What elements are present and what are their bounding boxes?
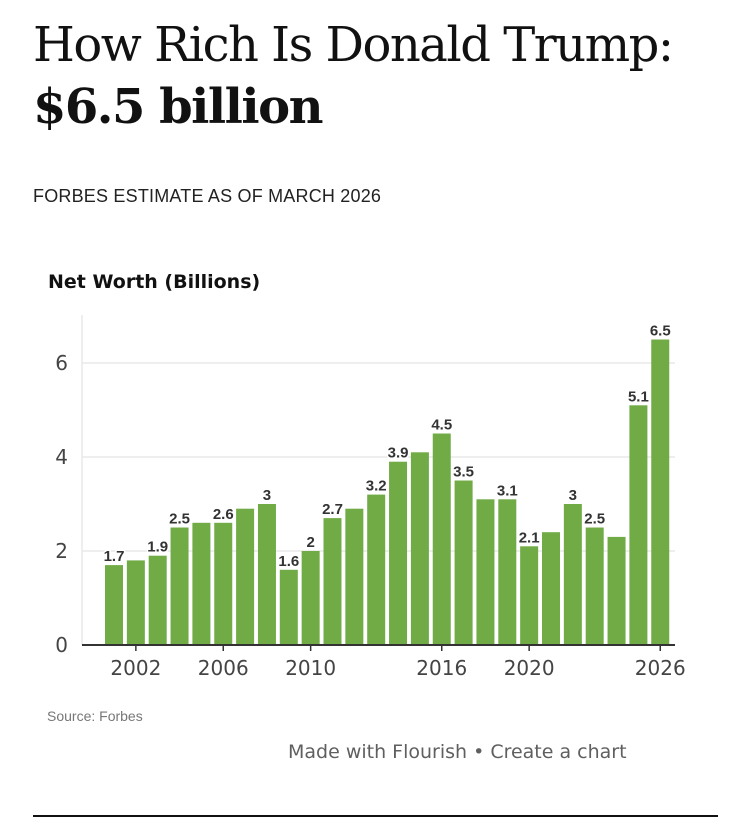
title-main: How Rich Is Donald Trump: (33, 17, 674, 73)
bottom-rule (33, 815, 718, 817)
bar-2026 (651, 339, 670, 645)
y-axis-title: Net Worth (Billions) (48, 271, 260, 293)
bar-2018 (476, 499, 495, 645)
data-label-2019: 3.1 (497, 482, 518, 499)
bar-2011 (323, 518, 342, 645)
data-label-2010: 2 (306, 534, 314, 551)
y-tick-label: 6 (55, 351, 68, 375)
bar-2009 (279, 569, 298, 645)
data-label-2006: 2.6 (213, 506, 234, 523)
bar-2003 (148, 555, 167, 645)
data-label-2017: 3.5 (453, 464, 474, 481)
made-with-flourish-link[interactable]: Made with Flourish (288, 741, 468, 763)
title-amount: $6.5 billion (33, 79, 324, 135)
bar-2001 (105, 565, 123, 645)
bar-2008 (257, 504, 276, 645)
bar-2004 (170, 527, 189, 645)
data-label-2023: 2.5 (584, 511, 605, 528)
data-label-2022: 3 (569, 487, 577, 504)
bar-2007 (236, 508, 255, 645)
x-tick-label: 2006 (198, 656, 249, 680)
x-tick-label: 2020 (504, 656, 555, 680)
bar-2019 (498, 499, 517, 645)
data-label-2009: 1.6 (278, 553, 299, 570)
data-label-2020: 2.1 (519, 529, 540, 546)
data-label-2008: 3 (263, 487, 271, 504)
bar-2002 (126, 560, 145, 645)
create-chart-link[interactable]: Create a chart (490, 741, 627, 763)
bar-2024 (607, 536, 626, 645)
bar-2010 (301, 551, 320, 645)
bar-2023 (585, 527, 604, 645)
data-label-2025: 5.1 (628, 388, 649, 405)
data-label-2026: 6.5 (650, 323, 671, 340)
bar-2016 (432, 433, 451, 645)
bar-2014 (389, 461, 408, 645)
x-tick-label: 2026 (635, 656, 686, 680)
x-tick-label: 2002 (110, 656, 161, 680)
data-label-2001: 1.7 (104, 548, 125, 565)
bar-2012 (345, 508, 364, 645)
data-label-2016: 4.5 (431, 417, 452, 434)
bar-2005 (192, 522, 211, 645)
bar-2025 (629, 405, 648, 645)
page-title: How Rich Is Donald Trump: $6.5 billion (33, 14, 723, 138)
data-label-2003: 1.9 (147, 539, 168, 556)
flourish-footer: Made with Flourish • Create a chart (288, 741, 627, 763)
y-tick-label: 4 (55, 445, 68, 469)
data-label-2013: 3.2 (366, 478, 387, 495)
data-label-2004: 2.5 (169, 511, 190, 528)
x-tick-label: 2010 (285, 656, 336, 680)
data-label-2011: 2.7 (322, 501, 343, 518)
bar-2006 (214, 522, 233, 645)
bar-2013 (367, 494, 386, 645)
bar-2015 (410, 452, 429, 645)
subtitle: FORBES ESTIMATE AS OF MARCH 2026 (33, 186, 382, 206)
bar-2020 (520, 546, 539, 645)
y-tick-label: 0 (55, 633, 68, 657)
bar-2022 (563, 504, 582, 645)
source-note: Source: Forbes (47, 708, 143, 724)
bar-2017 (454, 480, 473, 645)
footer-separator: • (473, 741, 485, 763)
data-label-2014: 3.9 (388, 445, 409, 462)
bar-2021 (542, 532, 560, 645)
x-tick-label: 2016 (416, 656, 467, 680)
y-tick-label: 2 (55, 539, 68, 563)
